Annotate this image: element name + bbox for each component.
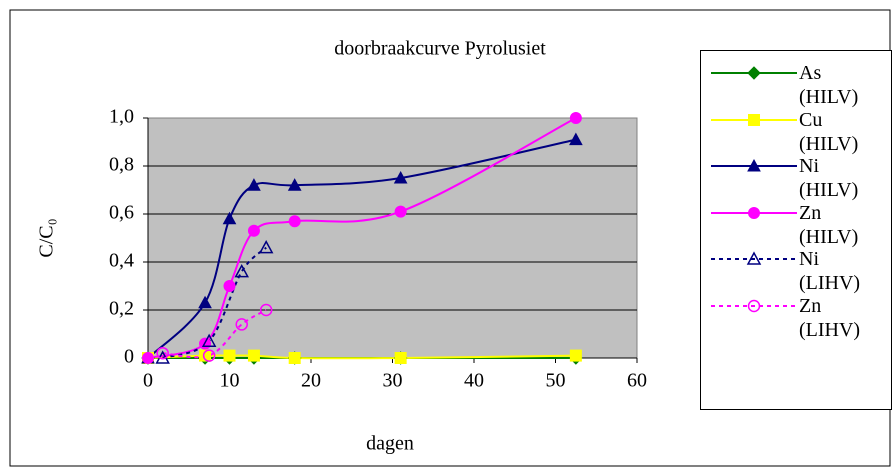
- legend-label: Zn (HILV): [799, 201, 859, 248]
- data-point: [235, 318, 248, 331]
- data-point: [394, 352, 407, 364]
- data-point: [258, 240, 274, 254]
- x-tick-label: 10: [220, 370, 240, 392]
- legend-entry: Ni (LIHV): [701, 245, 891, 294]
- y-tick-label: 1,0: [109, 106, 134, 128]
- legend-swatch: [711, 299, 797, 313]
- legend-swatch: [711, 66, 797, 80]
- data-point: [247, 349, 260, 362]
- y-tick-label: 0,8: [109, 154, 134, 176]
- legend-swatch: [711, 251, 797, 266]
- legend-marker: [746, 251, 762, 266]
- x-axis-label: dagen: [366, 433, 414, 455]
- data-point: [199, 349, 212, 362]
- data-point: [234, 264, 249, 278]
- data-point: [259, 303, 273, 317]
- legend-swatch: [711, 113, 797, 126]
- legend-entry: Cu (HILV): [701, 106, 891, 155]
- legend-marker: [747, 66, 761, 80]
- y-tick-label: 0,4: [109, 250, 134, 272]
- x-tick-label: 40: [464, 370, 484, 392]
- y-axis-label: C/C₀: [36, 218, 58, 257]
- data-point: [394, 205, 407, 218]
- data-point: [287, 178, 302, 191]
- data-point: [288, 215, 301, 228]
- plot-area: [147, 117, 638, 359]
- data-point: [142, 352, 154, 364]
- legend-entry: Zn (LIHV): [701, 292, 891, 341]
- data-point: [569, 132, 583, 146]
- legend-marker: [747, 299, 761, 313]
- legend-label: Ni (HILV): [799, 155, 859, 202]
- legend-label: Zn (LIHV): [799, 295, 861, 341]
- series-line: [162, 246, 267, 359]
- legend-marker: [748, 206, 760, 219]
- data-point: [393, 170, 408, 184]
- legend-swatch: [711, 206, 797, 219]
- x-tick-label: 30: [383, 370, 403, 392]
- data-point: [201, 333, 217, 347]
- data-point: [247, 224, 260, 237]
- x-tick-label: 20: [301, 370, 321, 392]
- data-point: [569, 349, 582, 362]
- x-tick-label: 0: [143, 370, 153, 392]
- data-point: [223, 280, 236, 292]
- legend-entry: Ni (HILV): [701, 152, 891, 201]
- data-point: [156, 346, 169, 360]
- data-point: [569, 112, 582, 124]
- legend-marker: [747, 159, 761, 172]
- y-tick-label: 0,6: [109, 202, 134, 224]
- x-tick-label: 60: [627, 370, 647, 392]
- x-tick-label: 50: [546, 370, 566, 392]
- data-point: [198, 295, 212, 309]
- data-point: [222, 211, 237, 225]
- data-point: [223, 349, 236, 362]
- legend: As (HILV) Cu (HILV) Ni (HILV) Zn (HILV) Ni (…: [700, 50, 892, 410]
- y-tick-label: 0,2: [109, 298, 134, 320]
- data-point: [247, 178, 261, 191]
- legend-label: As (HILV): [799, 62, 859, 108]
- legend-entry: As (HILV): [701, 59, 891, 108]
- data-point: [202, 349, 216, 362]
- legend-swatch: [711, 159, 797, 172]
- chart-title: doorbraakcurve Pyrolusiet: [334, 38, 546, 60]
- legend-marker: [748, 113, 760, 126]
- y-tick-label: 0: [124, 346, 134, 368]
- legend-label: Ni (LIHV): [799, 248, 861, 295]
- legend-label: Cu (HILV): [799, 108, 859, 155]
- data-point: [288, 352, 301, 364]
- legend-entry: Zn (HILV): [701, 199, 891, 248]
